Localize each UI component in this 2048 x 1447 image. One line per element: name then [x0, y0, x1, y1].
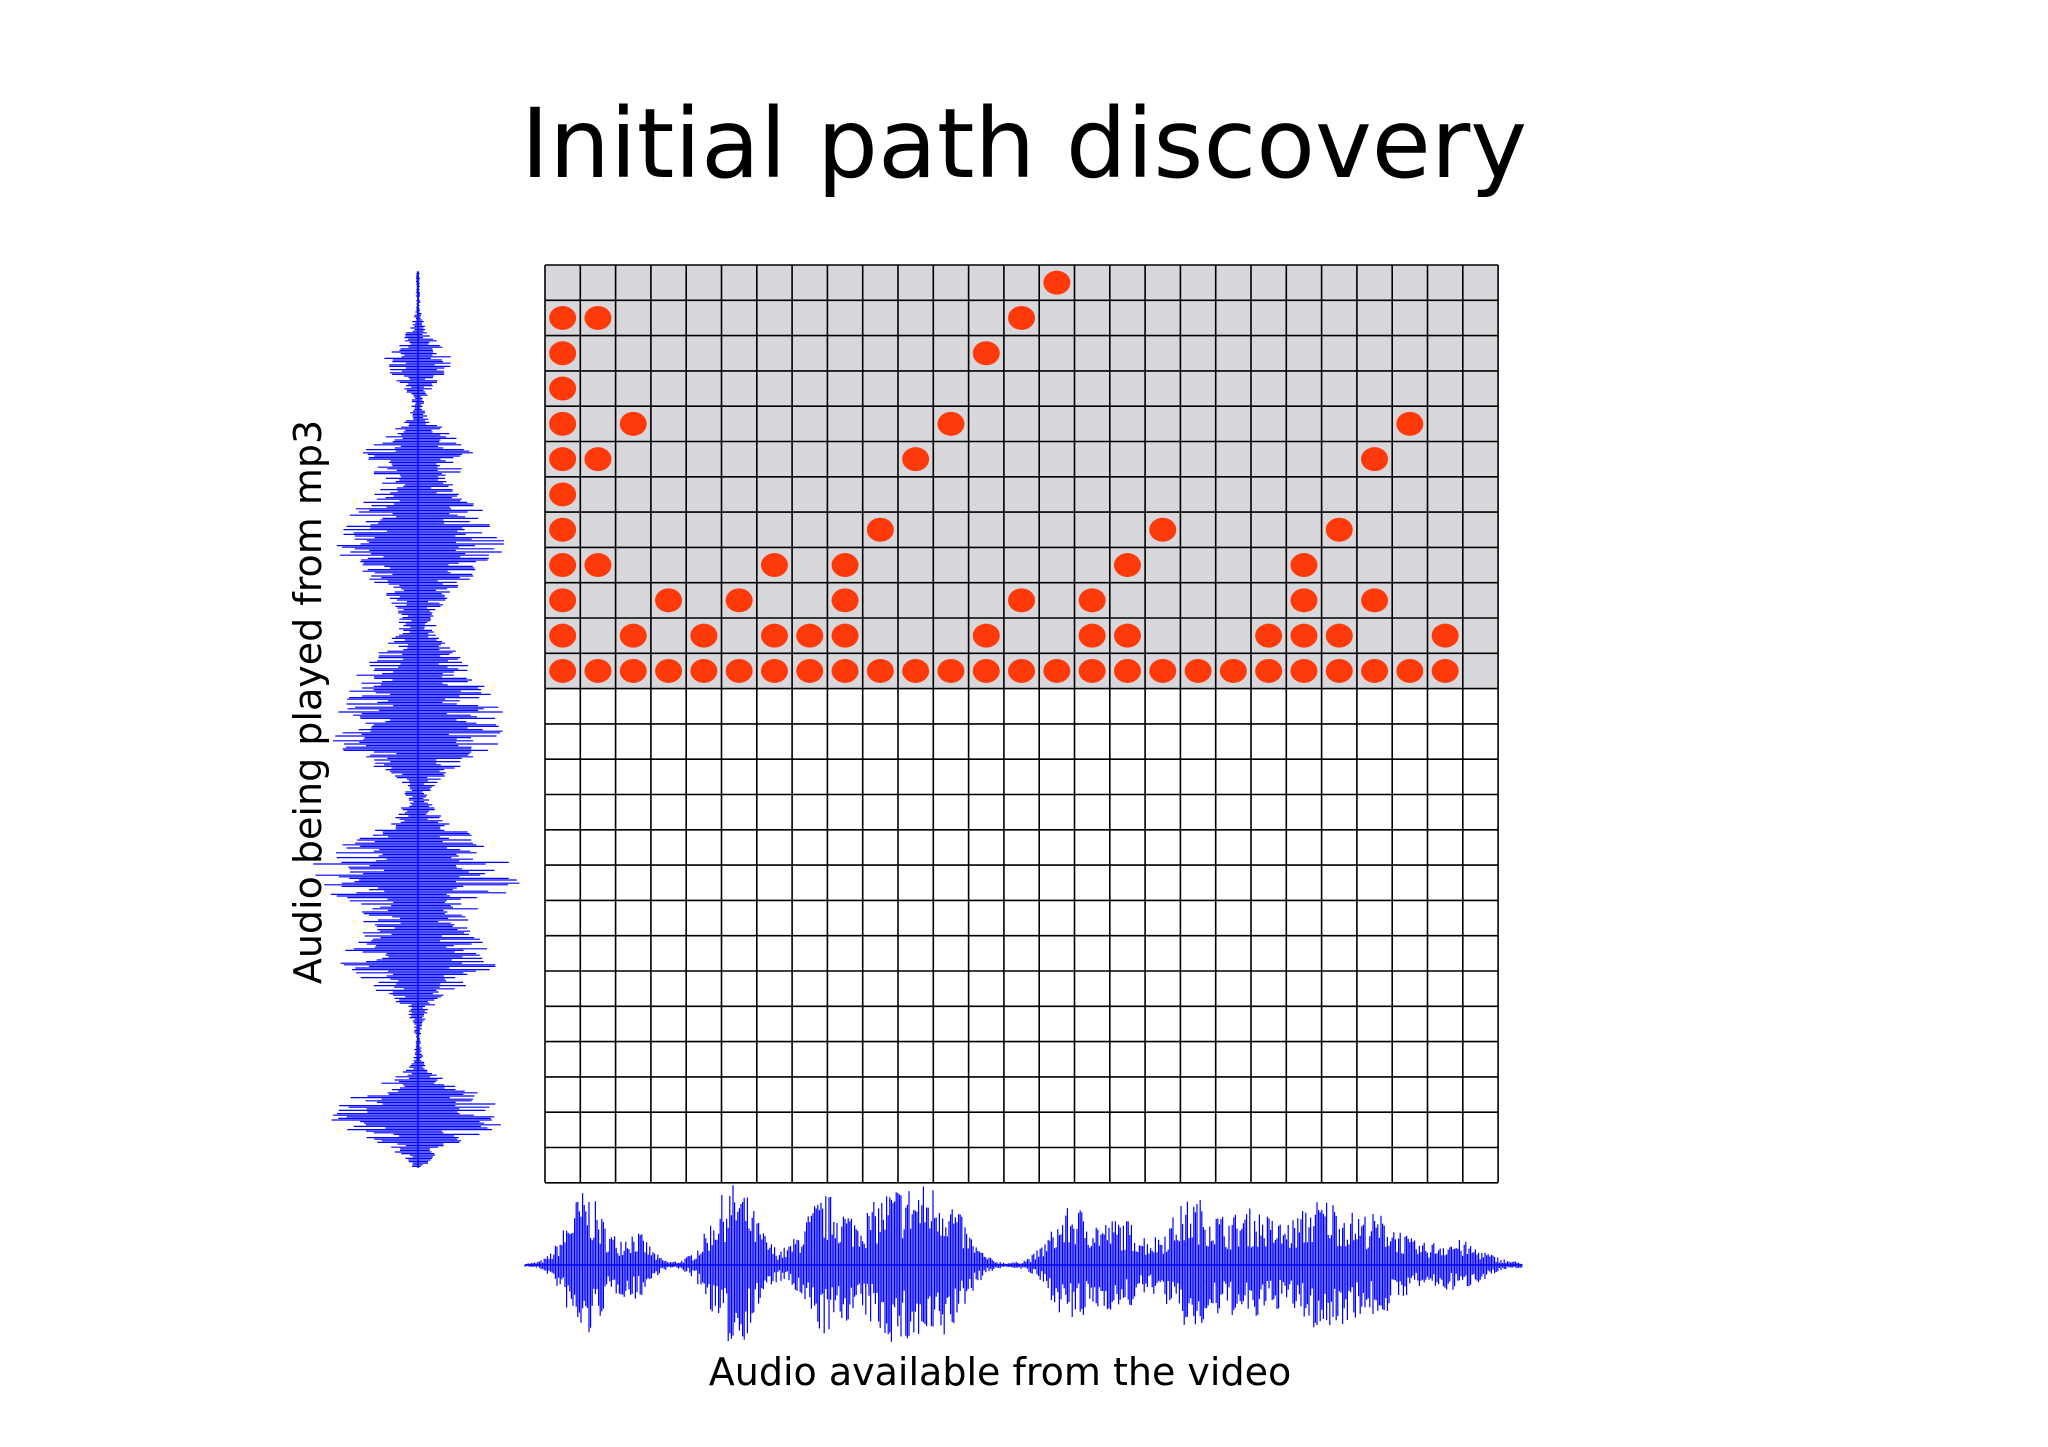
path-dot	[831, 623, 859, 648]
path-dot	[584, 447, 612, 472]
path-dot	[584, 658, 612, 683]
path-dot	[1290, 553, 1318, 578]
path-dot	[902, 658, 930, 683]
path-dot	[760, 553, 788, 578]
path-dot	[655, 658, 683, 683]
path-dot	[1361, 658, 1389, 683]
path-dot	[549, 623, 577, 648]
path-dot	[902, 447, 930, 472]
path-dot	[1431, 623, 1459, 648]
path-dot	[549, 658, 577, 683]
path-dot	[584, 305, 612, 330]
path-dot	[1325, 517, 1353, 542]
similarity-grid	[544, 264, 1499, 1184]
path-dot	[866, 658, 894, 683]
path-dot	[1255, 658, 1283, 683]
path-dot	[1290, 658, 1318, 683]
path-dot	[1396, 658, 1424, 683]
path-dot	[972, 341, 1000, 366]
waveform-trace	[313, 271, 520, 1167]
path-dot	[831, 553, 859, 578]
horizontal-waveform-video	[524, 1185, 1523, 1342]
path-dot	[831, 588, 859, 613]
path-dot	[1255, 623, 1283, 648]
path-dot	[725, 658, 753, 683]
path-dot	[1078, 623, 1106, 648]
path-dot	[619, 411, 647, 436]
path-dot	[1113, 623, 1141, 648]
path-dot	[972, 623, 1000, 648]
path-dot	[549, 482, 577, 507]
path-dot	[796, 658, 824, 683]
path-dot	[760, 623, 788, 648]
path-dot	[937, 658, 965, 683]
path-dot	[937, 411, 965, 436]
path-dot	[1219, 658, 1247, 683]
path-dot	[1290, 623, 1318, 648]
path-dot	[549, 305, 577, 330]
path-dot	[1008, 305, 1036, 330]
path-dot	[1043, 658, 1071, 683]
path-dot	[1078, 588, 1106, 613]
path-dot	[1149, 658, 1177, 683]
path-dot	[549, 376, 577, 401]
vertical-waveform-mp3	[313, 271, 520, 1168]
path-dot	[1008, 588, 1036, 613]
waveform-trace	[524, 1185, 1523, 1342]
path-dot	[549, 447, 577, 472]
path-dot	[760, 658, 788, 683]
path-dots	[549, 270, 1459, 683]
path-dot	[796, 623, 824, 648]
path-dot	[1008, 658, 1036, 683]
path-dot	[549, 588, 577, 613]
path-dot	[725, 588, 753, 613]
path-dot	[690, 658, 718, 683]
path-dot	[1396, 411, 1424, 436]
path-dot	[1078, 658, 1106, 683]
path-dot	[1113, 553, 1141, 578]
path-dot	[619, 623, 647, 648]
x-axis-label: Audio available from the video	[708, 1350, 1292, 1394]
path-dot	[1431, 658, 1459, 683]
path-dot	[584, 553, 612, 578]
path-dot	[690, 623, 718, 648]
path-dot	[1325, 658, 1353, 683]
path-dot	[1361, 447, 1389, 472]
path-dot	[1361, 588, 1389, 613]
path-dot	[866, 517, 894, 542]
path-dot	[1184, 658, 1212, 683]
path-dot	[619, 658, 647, 683]
path-dot	[549, 517, 577, 542]
path-dot	[1043, 270, 1071, 295]
path-dot	[1290, 588, 1318, 613]
path-dot	[972, 658, 1000, 683]
path-dot	[1325, 623, 1353, 648]
path-dot	[1113, 658, 1141, 683]
path-dot	[549, 411, 577, 436]
page-title: Initial path discovery	[520, 88, 1528, 200]
path-dot	[655, 588, 683, 613]
path-dot	[831, 658, 859, 683]
path-dot	[549, 553, 577, 578]
path-dot	[549, 341, 577, 366]
path-dot	[1149, 517, 1177, 542]
